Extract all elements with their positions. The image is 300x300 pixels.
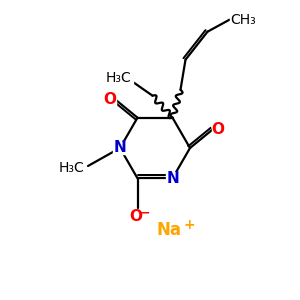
Text: −: −: [139, 207, 150, 220]
Bar: [212, 124, 224, 136]
Bar: [230, 14, 257, 26]
Bar: [58, 162, 84, 174]
Bar: [104, 72, 133, 84]
Bar: [166, 172, 179, 184]
Text: O: O: [129, 209, 142, 224]
Bar: [113, 142, 127, 154]
Text: CH₃: CH₃: [231, 13, 256, 27]
Text: H₃C: H₃C: [58, 161, 84, 175]
Text: H₃C: H₃C: [106, 71, 131, 85]
Text: N: N: [114, 140, 126, 155]
Text: +: +: [184, 218, 195, 232]
Text: N: N: [166, 171, 179, 186]
Text: O: O: [212, 122, 224, 137]
Bar: [103, 94, 116, 106]
Text: Na: Na: [157, 221, 182, 239]
Bar: [128, 210, 146, 222]
Text: O: O: [103, 92, 116, 107]
